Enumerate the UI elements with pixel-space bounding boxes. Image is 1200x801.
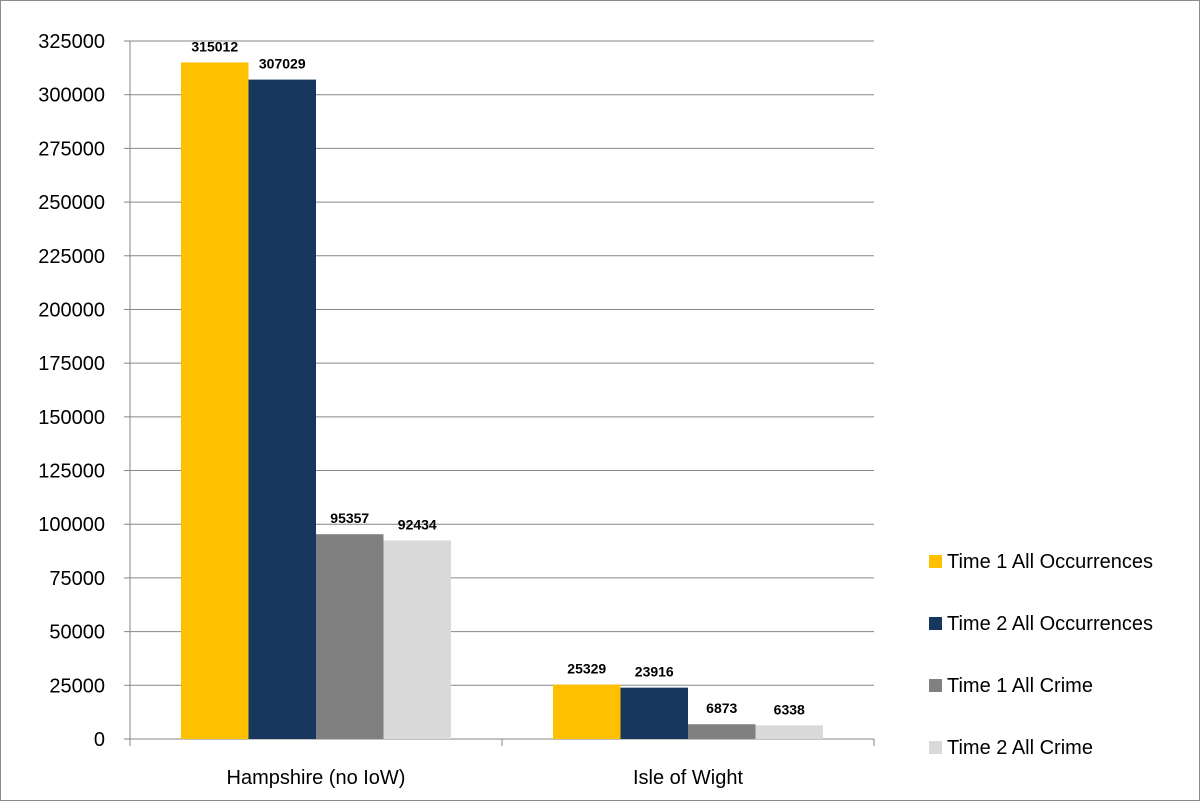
- data-label: 95357: [330, 510, 369, 526]
- legend-label: Time 1 All Occurrences: [947, 551, 1153, 573]
- legend-item[interactable]: Time 1 All Crime: [929, 675, 1093, 697]
- legend-label: Time 1 All Crime: [947, 675, 1093, 697]
- bar: [248, 79, 316, 739]
- x-category-label: Isle of Wight: [633, 767, 743, 789]
- category-labels: Hampshire (no IoW) Isle of Wight: [227, 767, 744, 789]
- legend-swatch: [929, 679, 942, 692]
- legend-label: Time 2 All Occurrences: [947, 613, 1153, 635]
- legend-swatch: [929, 617, 942, 630]
- legend[interactable]: Time 1 All Occurrences Time 2 All Occurre…: [929, 551, 1153, 759]
- y-tick-label: 275000: [38, 138, 105, 160]
- bar: [755, 725, 823, 739]
- data-label: 6873: [706, 700, 737, 716]
- y-tick-label: 200000: [38, 299, 105, 321]
- bar: [383, 540, 451, 739]
- y-tick-label: 25000: [49, 675, 105, 697]
- legend-label: Time 2 All Crime: [947, 737, 1093, 759]
- data-label: 92434: [398, 516, 437, 532]
- y-tick-label: 50000: [49, 622, 105, 644]
- legend-item[interactable]: Time 2 All Crime: [929, 737, 1093, 759]
- y-tick-label: 250000: [38, 192, 105, 214]
- bar: [620, 687, 688, 739]
- bar: [688, 724, 756, 739]
- y-tick-label: 300000: [38, 85, 105, 107]
- y-tick-label: 0: [94, 729, 105, 751]
- legend-swatch: [929, 741, 942, 754]
- y-tick-label: 225000: [38, 246, 105, 268]
- bars: [181, 62, 823, 739]
- data-label: 6338: [774, 701, 805, 717]
- y-tick-label: 75000: [49, 568, 105, 590]
- y-tick-label: 325000: [38, 31, 105, 53]
- legend-item[interactable]: Time 2 All Occurrences: [929, 613, 1153, 635]
- y-tick-label: 150000: [38, 407, 105, 429]
- legend-item[interactable]: Time 1 All Occurrences: [929, 551, 1153, 573]
- y-tick-label: 125000: [38, 461, 105, 483]
- bar: [316, 534, 384, 739]
- data-label: 23916: [635, 664, 674, 680]
- data-label: 307029: [259, 56, 306, 72]
- data-labels: 315012 307029 95357 92434 25329 23916 6873 6338: [191, 38, 805, 717]
- y-tick-label: 175000: [38, 353, 105, 375]
- y-axis-tick-labels: 0 25000 50000 75000 100000 125000 150000 175000…: [38, 31, 105, 751]
- x-category-label: Hampshire (no IoW): [227, 767, 406, 789]
- bar: [553, 684, 621, 739]
- y-tick-label: 100000: [38, 514, 105, 536]
- bar: [181, 62, 249, 739]
- data-label: 25329: [567, 661, 606, 677]
- legend-swatch: [929, 555, 942, 568]
- data-label: 315012: [191, 38, 238, 54]
